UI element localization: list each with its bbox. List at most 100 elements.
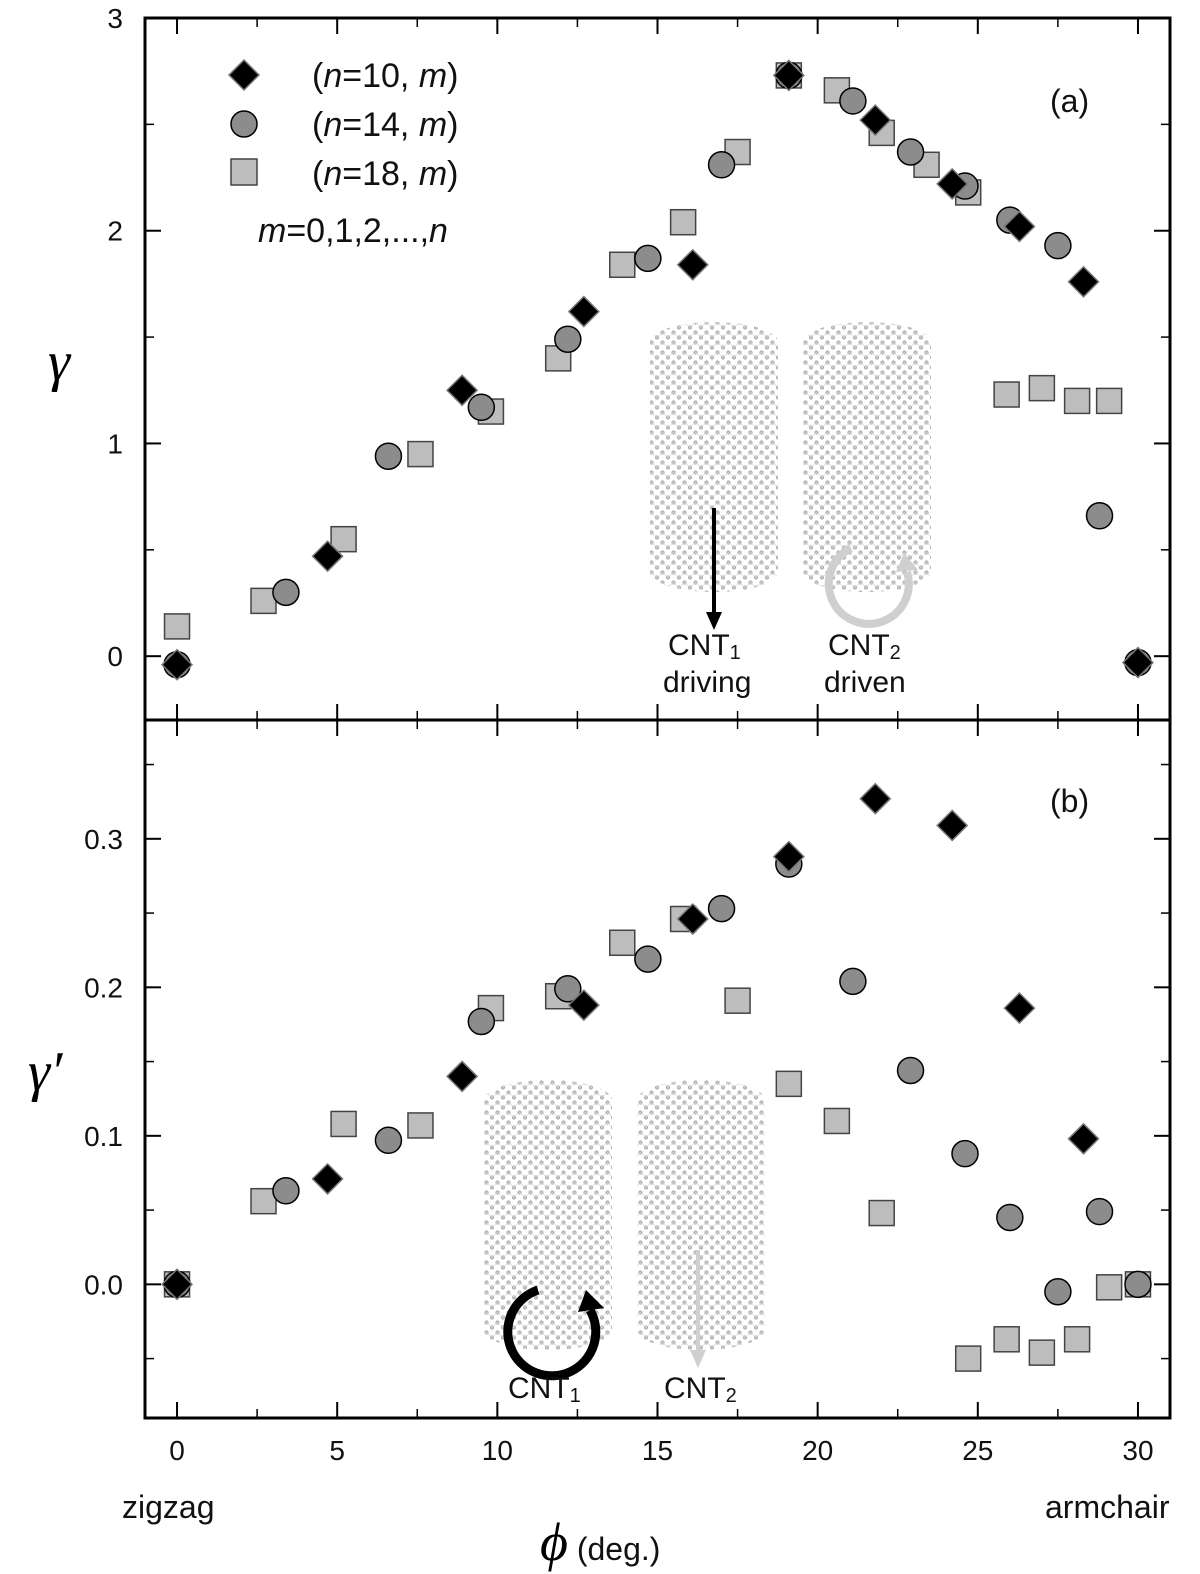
- point-diamond: [1121, 646, 1155, 679]
- ticks-a: [145, 17, 1170, 720]
- point-circle: [272, 578, 300, 607]
- y-tick-label: 0: [107, 641, 123, 672]
- point-diamond: [1067, 265, 1100, 298]
- cnt1-label-a: CNT1: [668, 629, 741, 664]
- panel-b: 0.0 0.1 0.2 0.3 γ′ (b) CNT1 CNT2: [28, 718, 1172, 1420]
- legend: (n=10, m) (n=14, m) (n=18, m) m=0,1,2,..…: [227, 57, 458, 250]
- inset-b: CNT1 CNT2: [484, 1080, 765, 1407]
- panel-label-a: (a): [1050, 83, 1089, 119]
- translation-arrowhead-icon-b: [690, 1350, 706, 1368]
- legend-entry-n18: (n=18, m): [312, 155, 458, 193]
- rotation-arrowhead-icon-a: [896, 553, 918, 572]
- tick-labels-b: 0.0 0.1 0.2 0.3: [84, 824, 123, 1301]
- point-diamond: [859, 782, 892, 815]
- point-diamond: [160, 648, 194, 681]
- point-diamond: [311, 540, 344, 573]
- point-circle: [272, 1177, 300, 1205]
- point-square: [407, 1112, 434, 1139]
- point-square: [823, 1107, 851, 1135]
- point-circle: [374, 1126, 403, 1155]
- ticks-b: [145, 720, 1170, 1418]
- point-diamond: [772, 840, 805, 873]
- cnt2-role-a: driven: [824, 666, 906, 699]
- translation-arrowhead-icon-a: [706, 612, 722, 630]
- x-tick-label: 20: [802, 1435, 833, 1466]
- point-square: [954, 1345, 982, 1372]
- x-tick-label: 15: [642, 1435, 673, 1466]
- panel-a: 0 1 2 3 γ (a) CNT1 driving CNT2 driven (n=1…: [48, 3, 1172, 722]
- panel-label-b: (b): [1050, 783, 1089, 819]
- point-square: [1028, 1339, 1056, 1366]
- point-diamond: [567, 989, 600, 1022]
- point-circle: [707, 894, 736, 923]
- y-tick-label: 2: [107, 216, 123, 247]
- cnt2-label-a: CNT2: [828, 629, 901, 664]
- point-square: [669, 208, 697, 236]
- point-diamond: [936, 809, 969, 842]
- point-diamond: [1067, 1122, 1100, 1155]
- point-square: [724, 138, 751, 166]
- point-square: [1095, 1274, 1123, 1301]
- x-label-armchair: armchair: [1045, 1489, 1170, 1525]
- y-tick-label: 0.1: [84, 1121, 123, 1152]
- nanotube-cnt2-a: [803, 322, 931, 592]
- point-square: [609, 929, 636, 957]
- point-square: [1063, 1326, 1091, 1353]
- point-diamond: [772, 59, 805, 92]
- legend-note: m=0,1,2,...,n: [258, 212, 448, 250]
- legend-entry-n10: (n=10, m): [312, 57, 458, 95]
- point-circle: [1085, 502, 1114, 530]
- x-tick-label: 0: [169, 1435, 185, 1466]
- point-square: [250, 1187, 277, 1215]
- point-square: [407, 440, 434, 468]
- point-square: [609, 251, 636, 279]
- point-circle: [839, 87, 867, 115]
- nanotube-cnt2-b: [637, 1080, 765, 1350]
- point-circle: [896, 138, 925, 166]
- rotation-arrow-icon-b: [503, 1285, 601, 1381]
- y-axis-label-a: γ: [48, 331, 72, 393]
- data-marks-b: [160, 782, 1152, 1372]
- legend-entry-n14: (n=14, m): [312, 106, 458, 144]
- point-circle: [896, 1056, 925, 1085]
- y-tick-label: 3: [107, 3, 123, 34]
- point-circle: [554, 325, 582, 353]
- x-tick-label: 30: [1122, 1435, 1153, 1466]
- legend-marker-square: [230, 158, 258, 186]
- point-square: [993, 381, 1020, 408]
- point-square: [1028, 374, 1056, 402]
- point-square: [993, 1326, 1020, 1353]
- point-diamond: [311, 1162, 344, 1195]
- point-diamond: [676, 248, 709, 281]
- point-circle: [634, 945, 662, 973]
- point-diamond: [567, 295, 600, 328]
- point-circle: [554, 975, 582, 1003]
- x-tick-labels: 0 5 10 15 20 25 30: [169, 1435, 1153, 1466]
- data-marks-a: [160, 59, 1155, 681]
- y-tick-label: 0.2: [84, 972, 123, 1003]
- point-diamond: [1003, 210, 1036, 243]
- inset-a: CNT1 driving CNT2 driven: [650, 322, 931, 699]
- point-square: [1095, 387, 1123, 415]
- point-circle: [1124, 1270, 1152, 1299]
- point-diamond: [859, 104, 892, 137]
- point-circle: [467, 1007, 496, 1036]
- point-circle: [1044, 231, 1072, 260]
- legend-marker-diamond: [227, 58, 261, 92]
- nanotube-cnt1-b: [484, 1080, 612, 1350]
- point-circle: [1085, 1197, 1114, 1226]
- y-tick-label: 0.3: [84, 824, 123, 855]
- x-label-zigzag: zigzag: [122, 1489, 215, 1525]
- point-circle: [1044, 1278, 1072, 1306]
- y-tick-label: 0.0: [84, 1269, 123, 1300]
- rotation-arrowhead-icon-b: [578, 1290, 604, 1312]
- point-square: [163, 613, 191, 640]
- y-axis-label-b: γ′: [28, 1041, 63, 1103]
- x-axis-label: ϕ (deg.): [540, 1512, 660, 1572]
- point-square: [775, 1070, 803, 1098]
- point-diamond: [446, 374, 479, 407]
- point-diamond: [936, 167, 969, 200]
- point-square: [1063, 387, 1091, 415]
- point-circle: [374, 442, 403, 470]
